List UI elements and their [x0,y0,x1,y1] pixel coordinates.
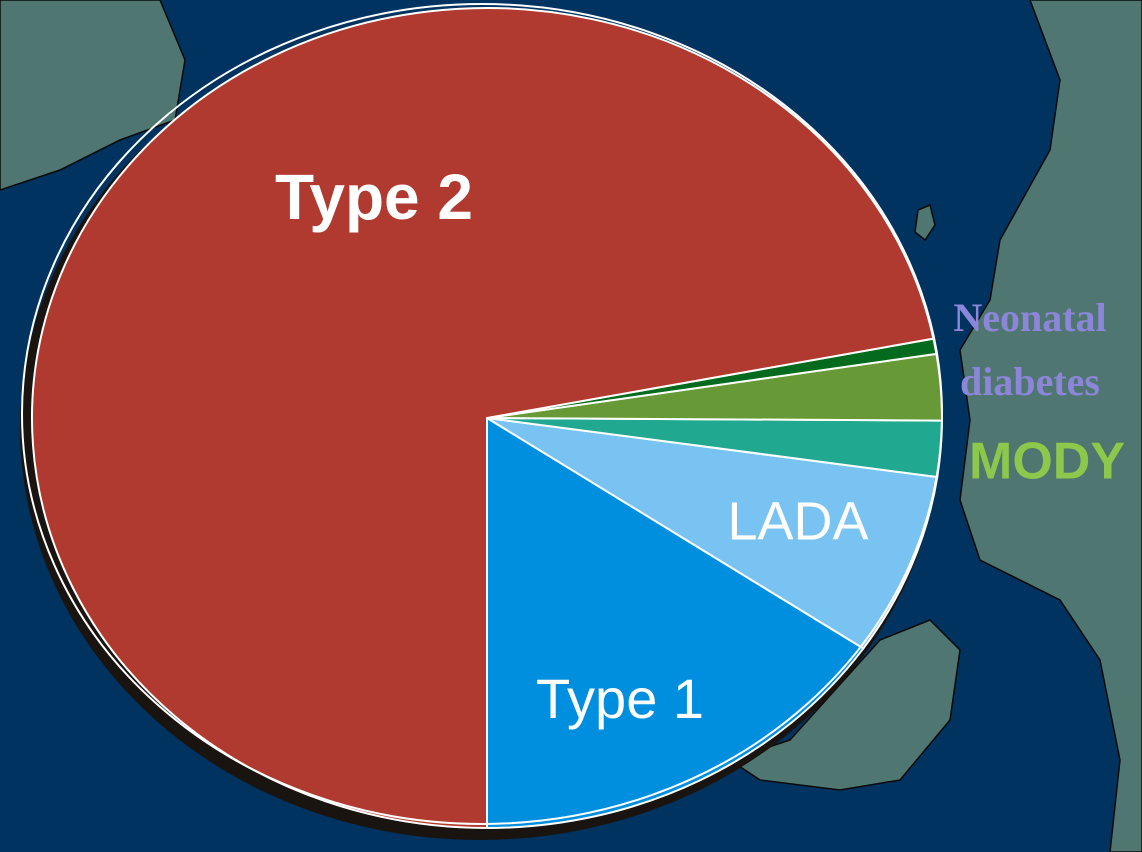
land [0,0,186,191]
slice-label: MODY [969,433,1125,491]
slice-label: Type 1 [536,667,704,730]
slice-label: Type 2 [275,161,473,233]
pie-slice [486,416,865,830]
slice-label: LADA [727,491,868,551]
pie-outline [21,3,943,825]
pie-slice [31,7,935,830]
land [959,0,1142,852]
slice-label: Neonatal diabetes [953,295,1106,404]
land [914,203,936,242]
